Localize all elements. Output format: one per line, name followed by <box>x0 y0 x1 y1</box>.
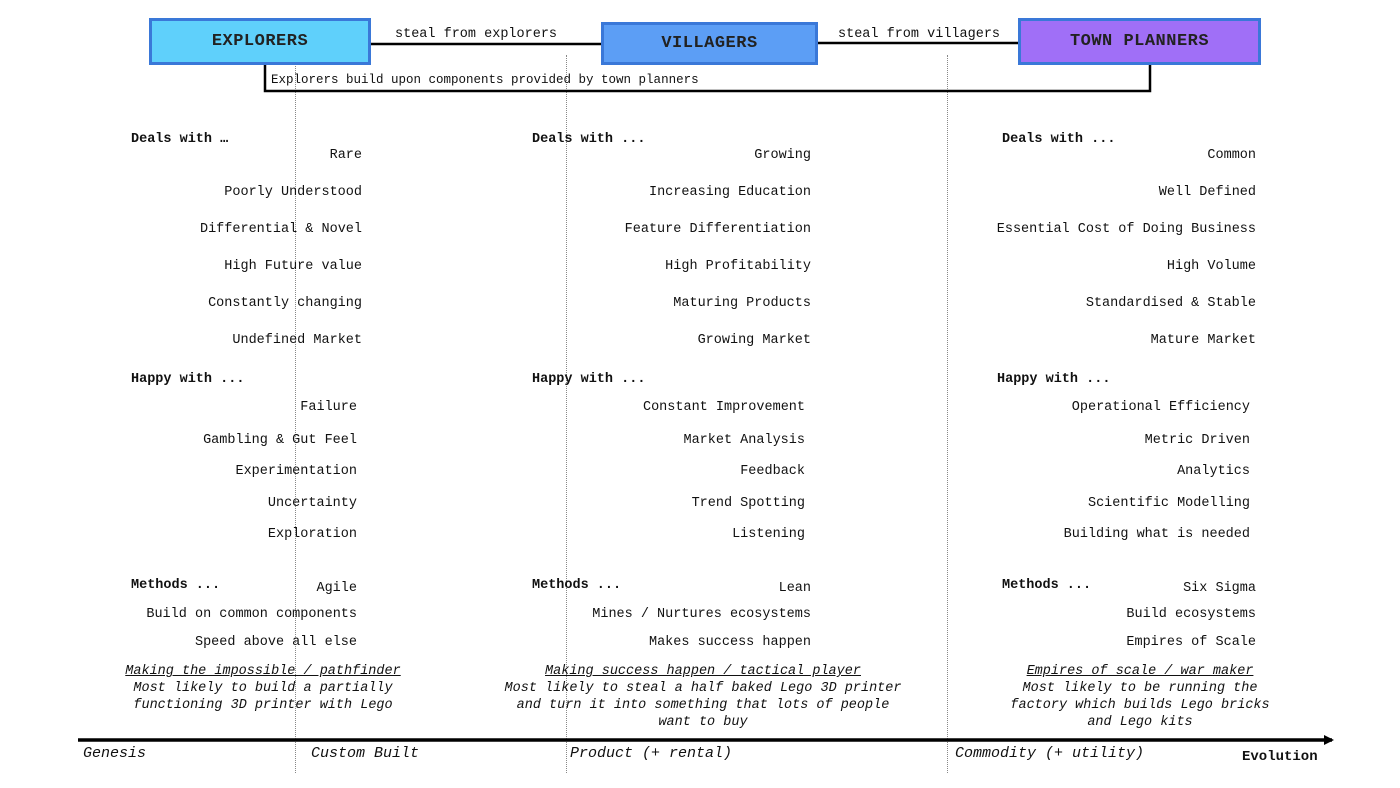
deals-header: Deals with … <box>131 132 229 147</box>
deals-item: High Volume <box>1166 259 1256 274</box>
stage-custom-built: Custom Built <box>311 745 420 762</box>
happy-item: Analytics <box>1177 464 1250 479</box>
methods-header: Methods ... <box>1002 578 1092 593</box>
deals-item: High Profitability <box>665 259 811 274</box>
deals-item: Growing Market <box>697 333 811 348</box>
town-planners-box: TOWN PLANNERS <box>1018 18 1261 65</box>
happy-item: Metric Driven <box>1144 433 1250 448</box>
methods-item: Six Sigma <box>1183 581 1256 596</box>
methods-item: Agile <box>316 581 357 596</box>
happy-item: Experimentation <box>235 464 357 479</box>
happy-item: Building what is needed <box>1063 527 1250 542</box>
happy-item: Market Analysis <box>683 433 805 448</box>
role-description-line: Most likely to build a partially <box>133 681 393 696</box>
happy-header: Happy with ... <box>532 372 646 387</box>
arrow-label: steal from explorers <box>395 27 558 42</box>
happy-item: Failure <box>300 400 357 415</box>
methods-item: Lean <box>778 581 811 596</box>
deals-item: Essential Cost of Doing Business <box>996 222 1256 237</box>
role-description-line: want to buy <box>658 715 748 730</box>
methods-header: Methods ... <box>131 578 221 593</box>
methods-item: Build on common components <box>146 607 357 622</box>
happy-item: Uncertainty <box>267 496 357 511</box>
deals-item: Maturing Products <box>673 296 811 311</box>
stage-commodity: Commodity (+ utility) <box>955 745 1145 762</box>
villagers-box: VILLAGERS <box>601 22 818 65</box>
axis-label: Evolution <box>1242 749 1318 765</box>
role-description-line: and Lego kits <box>1087 715 1193 730</box>
happy-item: Exploration <box>267 527 357 542</box>
deals-item: Feature Differentiation <box>624 222 811 237</box>
deals-item: Poorly Understood <box>224 185 362 200</box>
deals-header: Deals with ... <box>1002 132 1116 147</box>
stage-genesis: Genesis <box>83 745 147 762</box>
deals-item: Mature Market <box>1150 333 1256 348</box>
methods-header: Methods ... <box>532 578 622 593</box>
deals-item: Increasing Education <box>648 185 811 200</box>
methods-item: Build ecosystems <box>1126 607 1256 622</box>
arrow-label: Explorers build upon components provided… <box>271 73 699 87</box>
deals-item: Constantly changing <box>208 296 362 311</box>
role-title: Making success happen / tactical player <box>545 664 861 679</box>
explorers-box: EXPLORERS <box>149 18 371 65</box>
role-title: Empires of scale / war maker <box>1026 664 1254 679</box>
role-description-line: and turn it into something that lots of … <box>516 698 890 713</box>
role-description-line: factory which builds Lego bricks <box>1010 698 1270 713</box>
arrow-town-planners-to-explorers <box>260 54 1152 93</box>
role-description-line: Most likely to steal a half baked Lego 3… <box>504 681 902 696</box>
methods-item: Empires of Scale <box>1126 635 1256 650</box>
role-description-line: functioning 3D printer with Lego <box>133 698 393 713</box>
happy-header: Happy with ... <box>997 372 1111 387</box>
arrow-label: steal from villagers <box>838 27 1001 42</box>
deals-item: Well Defined <box>1158 185 1256 200</box>
happy-header: Happy with ... <box>131 372 245 387</box>
happy-item: Constant Improvement <box>642 400 805 415</box>
methods-item: Mines / Nurtures ecosystems <box>592 607 811 622</box>
deals-item: Differential & Novel <box>199 222 362 237</box>
deals-item: Common <box>1207 148 1256 163</box>
happy-item: Operational Efficiency <box>1071 400 1250 415</box>
deals-item: Rare <box>329 148 362 163</box>
happy-item: Listening <box>732 527 805 542</box>
happy-item: Scientific Modelling <box>1087 496 1250 511</box>
deals-header: Deals with ... <box>532 132 646 147</box>
deals-item: Growing <box>754 148 811 163</box>
methods-item: Speed above all else <box>194 635 357 650</box>
stage-product: Product (+ rental) <box>570 745 733 762</box>
happy-item: Feedback <box>740 464 805 479</box>
stage-divider <box>566 55 567 773</box>
stage-divider <box>947 55 948 773</box>
deals-item: High Future value <box>224 259 362 274</box>
stage-divider <box>295 55 296 773</box>
deals-item: Undefined Market <box>232 333 362 348</box>
role-description-line: Most likely to be running the <box>1022 681 1258 696</box>
methods-item: Makes success happen <box>648 635 811 650</box>
happy-item: Trend Spotting <box>691 496 805 511</box>
role-title: Making the impossible / pathfinder <box>125 664 401 679</box>
deals-item: Standardised & Stable <box>1085 296 1256 311</box>
happy-item: Gambling & Gut Feel <box>203 433 357 448</box>
